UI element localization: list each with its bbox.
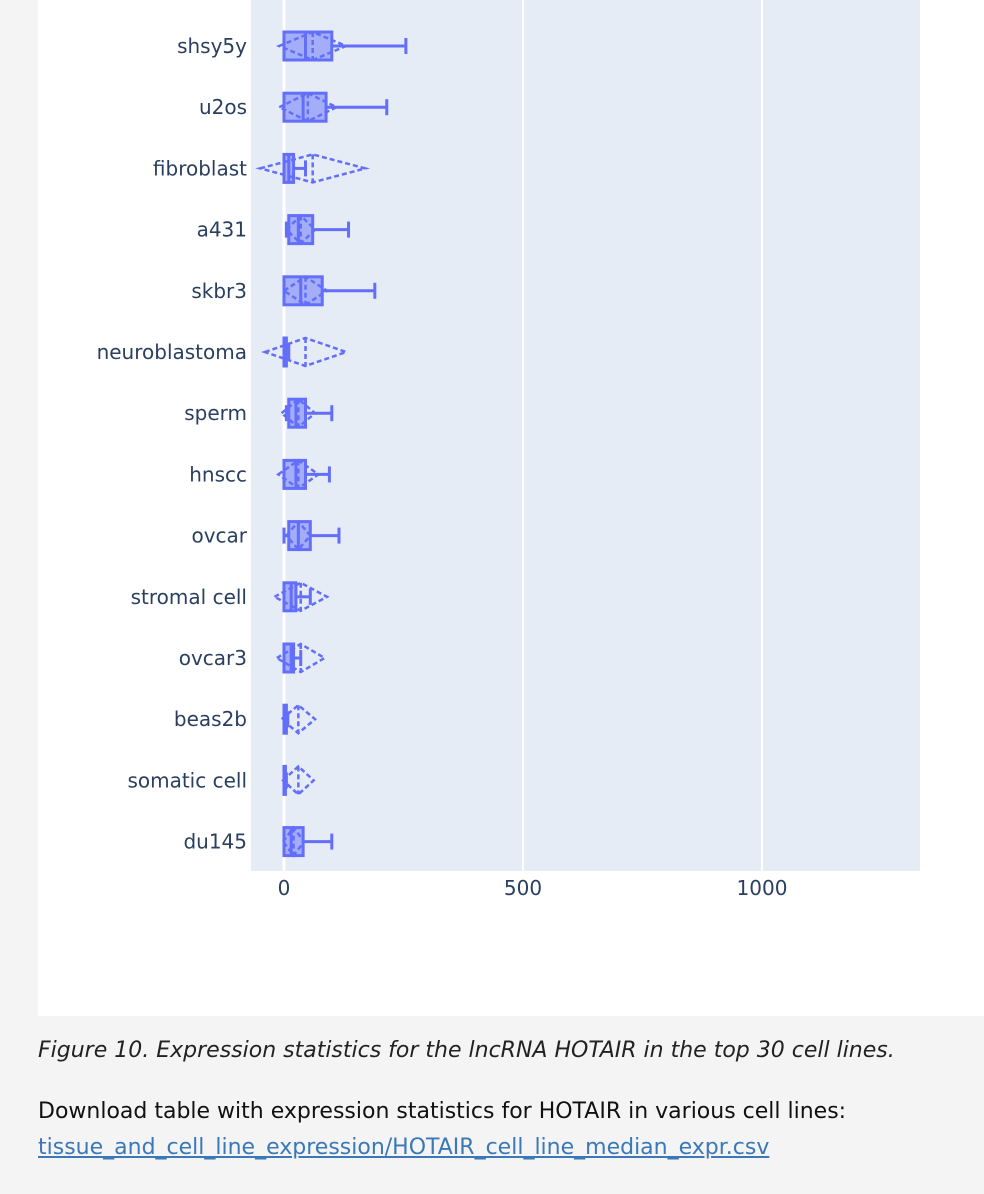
download-description: Download table with expression statistic… bbox=[38, 1099, 847, 1124]
y-tick-label: skbr3 bbox=[191, 279, 247, 303]
y-tick-label: stromal cell bbox=[131, 585, 247, 609]
box-trace[interactable] bbox=[279, 397, 334, 429]
mean-sd-diamond bbox=[281, 275, 330, 307]
mean-sd-diamond bbox=[274, 642, 328, 674]
mean-sd-diamond bbox=[271, 581, 330, 613]
mean-sd-diamond bbox=[284, 213, 317, 246]
mean-sd-diamond bbox=[281, 825, 306, 858]
box-trace[interactable] bbox=[274, 642, 328, 674]
mean-sd-diamond bbox=[255, 153, 371, 184]
box-plot-chart: 0 500 1000 shsy5y u2os fibroblast a431 skbr3 ne… bbox=[97, 0, 920, 900]
box-trace[interactable] bbox=[271, 581, 330, 613]
x-tick-label: 0 bbox=[278, 876, 291, 900]
x-tick-label: 500 bbox=[504, 876, 542, 900]
box-trace[interactable] bbox=[281, 275, 377, 307]
box-trace[interactable] bbox=[275, 30, 408, 62]
y-tick-label: ovcar3 bbox=[179, 646, 247, 670]
y-tick-label: neuroblastoma bbox=[97, 340, 247, 364]
y-axis-labels: shsy5y u2os fibroblast a431 skbr3 neuroblasto… bbox=[97, 34, 248, 854]
download-section: Download table with expression statistic… bbox=[38, 1094, 968, 1166]
y-tick-label: fibroblast bbox=[153, 156, 247, 180]
box-iqr bbox=[282, 642, 296, 674]
mean-sd-diamond bbox=[281, 764, 316, 797]
box-trace[interactable] bbox=[255, 152, 371, 184]
y-tick-label: a431 bbox=[197, 218, 247, 242]
box-trace[interactable] bbox=[279, 703, 318, 735]
mean-sd-diamond bbox=[261, 336, 350, 368]
y-tick-label: ovcar bbox=[191, 524, 247, 548]
x-tick-label: 1000 bbox=[737, 876, 788, 900]
y-tick-label: du145 bbox=[183, 830, 247, 854]
y-tick-label: somatic cell bbox=[127, 768, 247, 792]
box-trace[interactable] bbox=[281, 764, 316, 797]
box-trace[interactable] bbox=[276, 458, 331, 490]
y-tick-label: shsy5y bbox=[177, 34, 247, 58]
plot-background bbox=[251, 0, 920, 871]
y-tick-label: beas2b bbox=[174, 707, 247, 731]
mean-sd-diamond bbox=[275, 30, 350, 62]
box-trace[interactable] bbox=[261, 336, 350, 368]
box-trace[interactable] bbox=[284, 213, 351, 246]
figure-caption: Figure 10. Expression statistics for the… bbox=[38, 1038, 895, 1063]
mean-sd-diamond bbox=[276, 91, 340, 123]
y-tick-label: hnscc bbox=[189, 462, 247, 486]
box-iqr bbox=[282, 91, 328, 123]
download-csv-link[interactable]: tissue_and_cell_line_expression/HOTAIR_c… bbox=[38, 1135, 770, 1160]
mean-sd-diamond bbox=[284, 519, 312, 552]
x-axis-ticks: 0 500 1000 bbox=[278, 876, 788, 900]
mean-sd-diamond bbox=[276, 458, 321, 490]
mean-sd-diamond bbox=[279, 397, 318, 429]
box-trace[interactable] bbox=[281, 825, 334, 858]
box-trace[interactable] bbox=[282, 519, 341, 552]
box-trace[interactable] bbox=[276, 91, 389, 123]
box-traces[interactable] bbox=[255, 30, 408, 858]
y-tick-label: sperm bbox=[184, 401, 247, 425]
mean-sd-diamond bbox=[279, 703, 318, 735]
box-iqr bbox=[282, 275, 324, 307]
y-tick-label: u2os bbox=[199, 95, 247, 119]
